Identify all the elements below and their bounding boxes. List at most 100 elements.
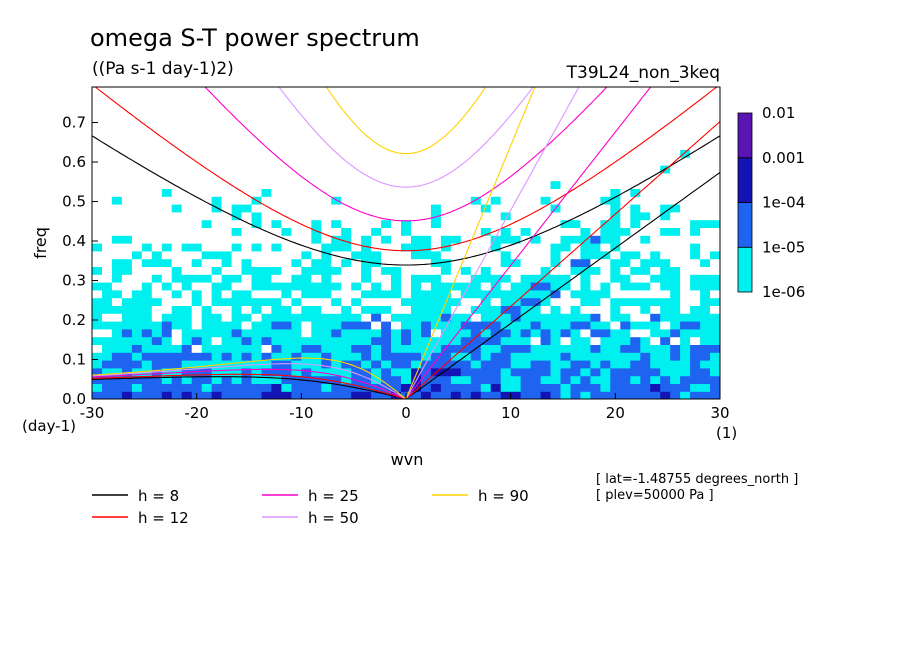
heatmap-cell [540,344,552,353]
heatmap-cell [201,258,213,267]
heatmap-cell [610,94,621,104]
heatmap-cell [171,297,183,306]
heatmap-cell [650,360,661,369]
heatmap-cell [271,180,282,189]
heatmap-cell [301,313,312,322]
heatmap-cell [161,87,173,96]
heatmap-cell [271,157,282,166]
heatmap-cell [530,391,542,399]
heatmap-cell [121,172,133,182]
heatmap-cell [121,305,133,314]
heatmap-cell [111,274,123,283]
heatmap-cell [660,126,671,135]
heatmap-cell [151,336,163,345]
heatmap-cell [670,344,681,353]
heatmap-cell [470,204,482,213]
heatmap-cell [381,258,392,267]
heatmap-cell [201,126,213,135]
heatmap-cell [161,172,173,182]
heatmap-cell [271,149,282,158]
heatmap-cell [241,126,253,135]
heatmap-cell [520,227,532,236]
heatmap-cell [650,250,661,260]
heatmap-cell [141,126,153,135]
heatmap-cell [411,118,422,127]
heatmap-cell [271,383,282,392]
heatmap-cell [141,305,153,314]
chart-title: omega S-T power spectrum [90,24,420,52]
heatmap-cell [540,165,552,174]
heatmap-cell [530,87,542,96]
heatmap-cell [530,118,542,127]
heatmap-cell [540,102,552,111]
heatmap-cell [331,313,342,322]
heatmap-cell [690,297,701,306]
heatmap-cell [331,243,342,252]
heatmap-cell [371,235,382,244]
heatmap-cell [460,321,472,330]
heatmap-cell [391,219,402,228]
heatmap-cell [460,305,472,314]
heatmap-cell [670,367,681,377]
heatmap-cell [421,188,432,197]
heatmap-cell [470,375,482,384]
heatmap-cell [580,118,591,127]
heatmap-cell [281,250,292,260]
heatmap-cell [421,360,432,369]
heatmap-cell [570,243,582,252]
heatmap-cell [620,126,631,135]
heatmap-cell [351,282,362,291]
heatmap-cell [680,313,691,322]
heatmap-cell [411,321,422,330]
heatmap-cell [371,305,382,314]
heatmap-cell [440,352,452,361]
heatmap-cell [700,375,711,384]
heatmap-cell [301,188,312,197]
heatmap-cell [440,102,452,111]
heatmap-cell [690,172,701,182]
heatmap-cell [371,297,382,306]
heatmap-cell [301,289,312,299]
heatmap-cell [241,110,253,119]
heatmap-cell [520,297,532,306]
heatmap-cell [540,188,552,197]
heatmap-cell [92,87,103,96]
heatmap-cell [171,219,183,228]
heatmap-cell [141,110,153,119]
heatmap-cell [470,188,482,197]
heatmap-cell [480,110,492,119]
heatmap-cell [92,94,103,104]
heatmap-cell [510,126,522,135]
heatmap-cell [121,282,133,291]
heatmap-cell [361,375,372,384]
heatmap-cell [161,367,173,377]
heatmap-cell [121,211,133,221]
chart-subtitle: ((Pa s-1 day-1)2) [92,59,234,79]
heatmap-cell [440,118,452,127]
heatmap-cell [500,118,512,127]
heatmap-cell [590,352,601,361]
heatmap-cell [670,243,681,252]
heatmap-cell [680,141,691,150]
heatmap-cell [650,149,661,158]
heatmap-cell [291,180,302,189]
heatmap-cell [590,118,601,127]
heatmap-cell [550,266,562,275]
heatmap-cell [421,180,432,189]
heatmap-cell [321,289,332,299]
heatmap-cell [211,344,223,353]
heatmap-cell [520,157,532,166]
heatmap-cell [500,133,512,143]
heatmap-cell [102,360,113,369]
heatmap-cell [102,375,113,384]
heatmap-cell [680,188,691,197]
heatmap-cell [500,126,512,135]
heatmap-cell [231,391,243,399]
heatmap-cell [261,188,273,197]
heatmap-cell [351,102,362,111]
heatmap-cell [221,126,233,135]
heatmap-cell [371,344,382,353]
heatmap-cell [470,180,482,189]
heatmap-cell [700,250,711,260]
heatmap-cell [171,227,183,236]
